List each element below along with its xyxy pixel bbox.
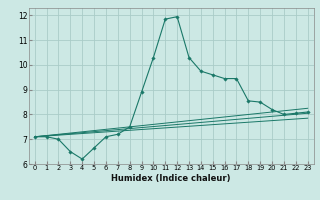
- X-axis label: Humidex (Indice chaleur): Humidex (Indice chaleur): [111, 174, 231, 183]
